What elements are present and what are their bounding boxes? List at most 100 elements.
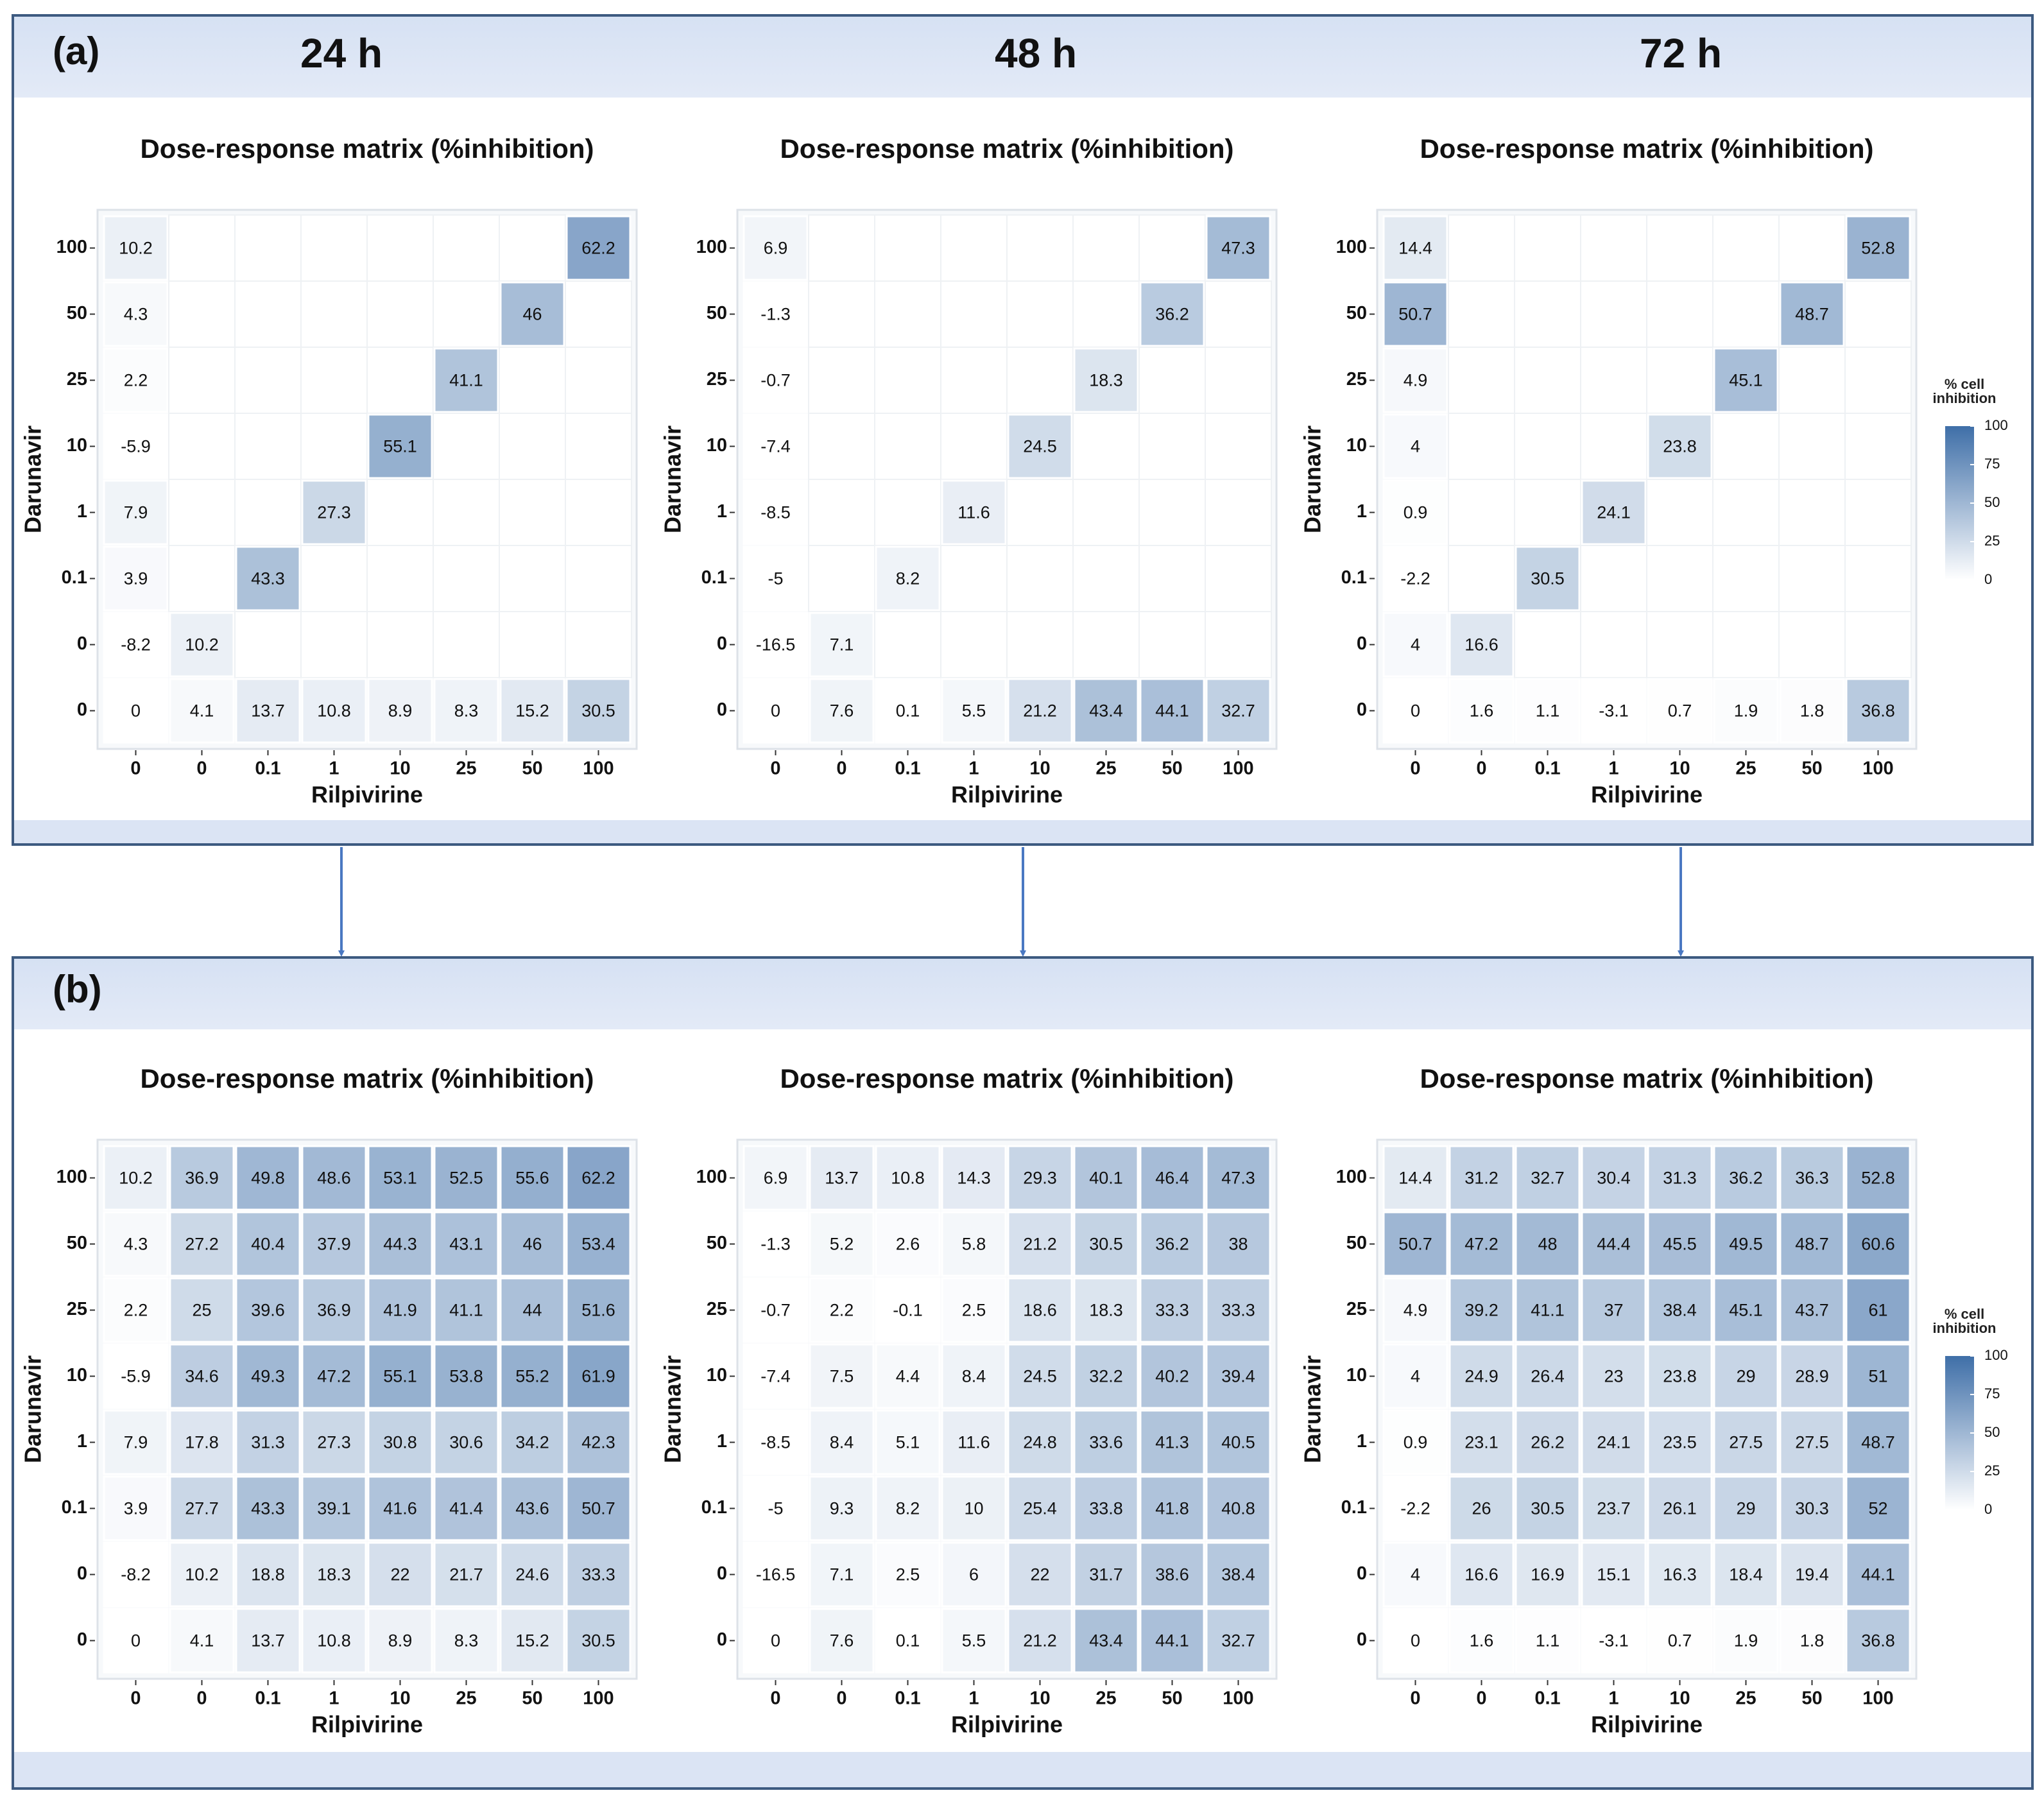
empty-cell (1072, 214, 1140, 282)
heatmap-cell (1382, 479, 1448, 545)
cell-value-label: 43.7 (1795, 1301, 1829, 1320)
cell-value-label: 7.6 (830, 701, 854, 721)
cell-value-label: 44 (522, 1301, 542, 1320)
cell-value-label: 10 (964, 1499, 983, 1518)
y-tick-label: 25 (707, 1299, 727, 1319)
heatmap-cell (169, 1608, 235, 1674)
empty-cell (1712, 214, 1780, 282)
cell-value-label: 10.8 (891, 1169, 925, 1188)
cell-value-label: 4.3 (124, 1235, 148, 1254)
cell-value-label: 10.2 (119, 1169, 153, 1188)
empty-cell (168, 347, 236, 414)
empty-cell (1844, 611, 1912, 678)
heatmap-cell (103, 281, 169, 347)
empty-cell (1205, 545, 1272, 612)
heatmap-cell (1205, 1608, 1271, 1674)
cell-value-label: 60.6 (1861, 1235, 1895, 1254)
heatmap-cell (1581, 1409, 1647, 1475)
cell-value-label: 3.9 (124, 1499, 148, 1518)
heatmap-cell (499, 1211, 565, 1277)
empty-cell (1138, 214, 1206, 282)
heatmap-cell (1448, 612, 1515, 678)
empty-cell (300, 280, 368, 348)
heatmap-cell (875, 1343, 941, 1409)
empty-cell (1448, 347, 1515, 414)
heatmap-cell (743, 413, 809, 479)
cell-value-label: 26 (1472, 1499, 1491, 1518)
y-axis-title: Darunavir (1300, 1355, 1326, 1463)
heatmap-cell (235, 1277, 301, 1343)
heatmap-cell (1581, 1541, 1647, 1608)
heatmap-cell (235, 678, 301, 744)
heatmap-cell (565, 678, 631, 744)
empty-cell (1072, 611, 1140, 678)
heatmap-cell (1713, 1409, 1779, 1475)
heatmap-cell (1779, 281, 1845, 347)
cell-value-label: 18.4 (1729, 1565, 1763, 1584)
cell-value-label: 48.7 (1861, 1433, 1895, 1452)
cell-value-label: 30.4 (1597, 1169, 1631, 1188)
cell-value-label: 23.8 (1663, 1367, 1697, 1386)
cell-value-label: 5.8 (962, 1235, 986, 1254)
empty-cell (1844, 413, 1912, 480)
cell-value-label: -0.7 (760, 371, 791, 390)
heatmap-cell (1448, 1343, 1515, 1409)
heatmap-cell (1713, 678, 1779, 744)
heatmap-cell (941, 1343, 1007, 1409)
cell-value-label: 25 (192, 1301, 211, 1320)
heatmap-cell (743, 1475, 809, 1541)
y-tick-label: 100 (56, 1167, 87, 1187)
empty-cell (234, 479, 302, 546)
empty-cell (808, 280, 875, 348)
cell-value-label: 18.8 (251, 1565, 285, 1584)
cell-value-label: -16.5 (756, 635, 796, 655)
empty-cell (1006, 214, 1074, 282)
empty-cell (300, 611, 368, 678)
heatmap-cell (1007, 413, 1073, 479)
heatmap-cell (169, 1343, 235, 1409)
x-axis-title: Rilpivirine (1591, 1712, 1703, 1738)
y-tick-label: 1 (717, 1431, 727, 1452)
heatmap-cell (1845, 215, 1911, 281)
cell-value-label: 4.9 (1404, 1301, 1428, 1320)
empty-cell (1514, 214, 1581, 282)
heatmap-cell (1713, 1211, 1779, 1277)
cell-value-label: 18.3 (317, 1565, 351, 1584)
cell-value-label: 44.1 (1155, 701, 1189, 721)
cell-value-label: -3.1 (1599, 1631, 1629, 1651)
cell-value-label: 4 (1411, 635, 1420, 655)
empty-cell (1778, 479, 1846, 546)
heatmap-cell (1713, 1608, 1779, 1674)
empty-cell (366, 611, 434, 678)
heatmap-cell (1581, 1475, 1647, 1541)
cell-value-label: 7.9 (124, 503, 148, 522)
cell-value-label: 40.8 (1221, 1499, 1255, 1518)
empty-cell (1646, 347, 1713, 414)
empty-cell (1646, 214, 1713, 282)
cell-value-label: 32.2 (1089, 1367, 1123, 1386)
empty-cell (499, 545, 566, 612)
y-tick-label: 25 (67, 369, 87, 390)
y-tick-label: 0.1 (701, 1497, 727, 1518)
empty-cell (1448, 545, 1515, 612)
heatmap-cell (1205, 215, 1271, 281)
cell-value-label: 51 (1868, 1367, 1887, 1386)
cell-value-label: 23.8 (1663, 437, 1697, 456)
empty-cell (808, 479, 875, 546)
heatmap-cell (499, 1409, 565, 1475)
cell-value-label: -8.5 (760, 1433, 791, 1452)
empty-cell (565, 545, 632, 612)
empty-cell (565, 611, 632, 678)
empty-cell (1778, 545, 1846, 612)
cell-value-label: 49.5 (1729, 1235, 1763, 1254)
cell-value-label: 52 (1868, 1499, 1887, 1518)
empty-cell (874, 413, 941, 480)
empty-cell (1646, 479, 1713, 546)
heatmap-cell (103, 1409, 169, 1475)
heatmap-cell (743, 612, 809, 678)
heatmap-cell (941, 1409, 1007, 1475)
cell-value-label: 8.4 (830, 1433, 854, 1452)
y-tick-label: 0 (717, 633, 727, 654)
empty-cell (366, 347, 434, 414)
heatmap-cell (1581, 678, 1647, 744)
